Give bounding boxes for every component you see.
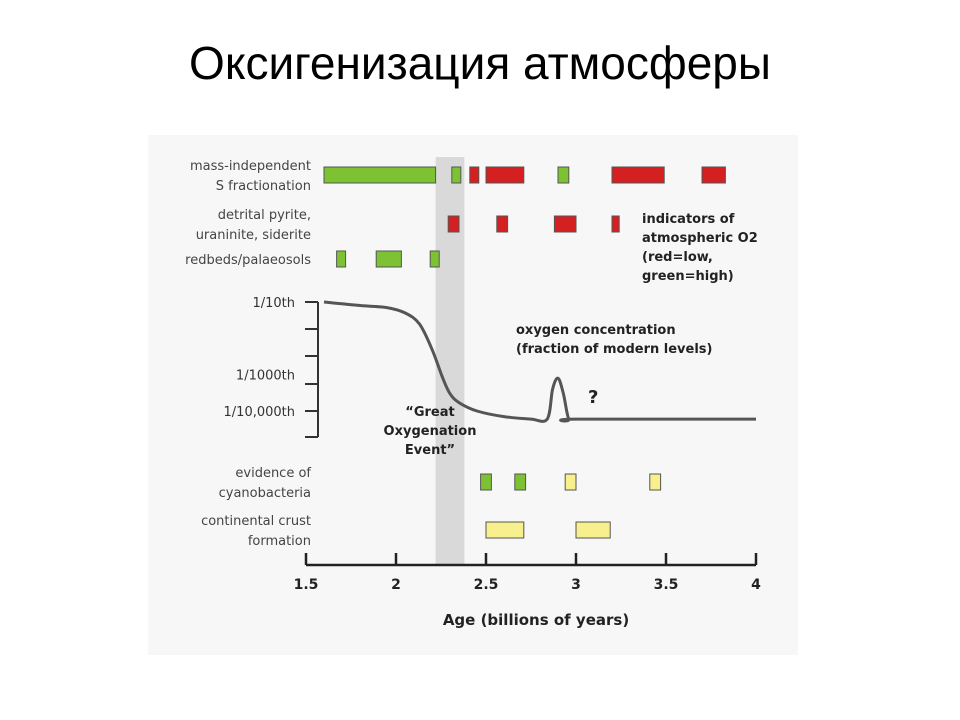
spike-question-mark: ? [588, 387, 598, 408]
legend-text: (red=low, [642, 250, 713, 265]
evidence-row-label: evidence of [235, 466, 311, 481]
indicator-bar [485, 166, 525, 184]
indicator-bar [447, 215, 460, 233]
x-axis-tick-label: 4 [751, 577, 761, 593]
evidence-row-label: cyanobacteria [219, 486, 311, 501]
x-axis-tick-label: 3.5 [654, 577, 679, 593]
evidence-bar [649, 473, 662, 491]
evidence-bar [480, 473, 492, 491]
legend-text: green=high) [642, 269, 734, 284]
indicator-bar [553, 215, 577, 233]
evidence-bar [564, 473, 577, 491]
indicator-bar [429, 250, 440, 268]
evidence-row-label: continental crust [201, 514, 311, 529]
curve-y-tick-label: 1/10th [252, 296, 295, 311]
indicator-bar [496, 215, 509, 233]
indicator-bar [611, 166, 665, 184]
curve-title: (fraction of modern levels) [516, 342, 712, 357]
evidence-row-label: formation [248, 534, 311, 549]
indicator-row-label: uraninite, siderite [196, 228, 311, 243]
indicator-bar [375, 250, 402, 268]
chart-figure: mass-independent S fractionation detrital … [148, 135, 798, 655]
oxygenation-timeline-chart: mass-independent S fractionation detrital … [185, 157, 761, 629]
x-axis-tick-label: 2 [391, 577, 401, 593]
legend-text: indicators of [642, 212, 735, 227]
indicator-bar [611, 215, 620, 233]
evidence-bar [485, 521, 525, 539]
indicator-bar [701, 166, 726, 184]
x-axis-tick-label: 3 [571, 577, 581, 593]
evidence-bar [575, 521, 611, 539]
x-axis-tick-label: 1.5 [294, 577, 319, 593]
indicator-bar [323, 166, 437, 184]
indicator-bar [557, 166, 570, 184]
curve-y-tick-label: 1/1000th [236, 369, 295, 384]
x-axis-label: Age (billions of years) [443, 611, 629, 629]
indicator-row-label: mass-independent [190, 159, 311, 174]
curve-title: oxygen concentration [516, 323, 676, 338]
indicator-row-label: detrital pyrite, [218, 208, 311, 223]
indicator-row-label: redbeds/palaeosols [185, 253, 311, 268]
event-label: “Great [405, 405, 454, 420]
event-label: Oxygenation [384, 424, 477, 439]
slide-title: Оксигенизация атмосферы [189, 37, 771, 89]
event-label: Event” [405, 443, 455, 458]
oxygen-curve [323, 300, 756, 423]
indicator-bar [336, 250, 347, 268]
indicator-row-label: S fractionation [216, 179, 311, 194]
evidence-bar [514, 473, 527, 491]
indicator-bar [469, 166, 480, 184]
legend-text: atmospheric O2 [642, 231, 758, 246]
curve-y-tick-label: 1/10,000th [224, 405, 295, 420]
indicator-bar [451, 166, 462, 184]
x-axis-tick-label: 2.5 [474, 577, 499, 593]
